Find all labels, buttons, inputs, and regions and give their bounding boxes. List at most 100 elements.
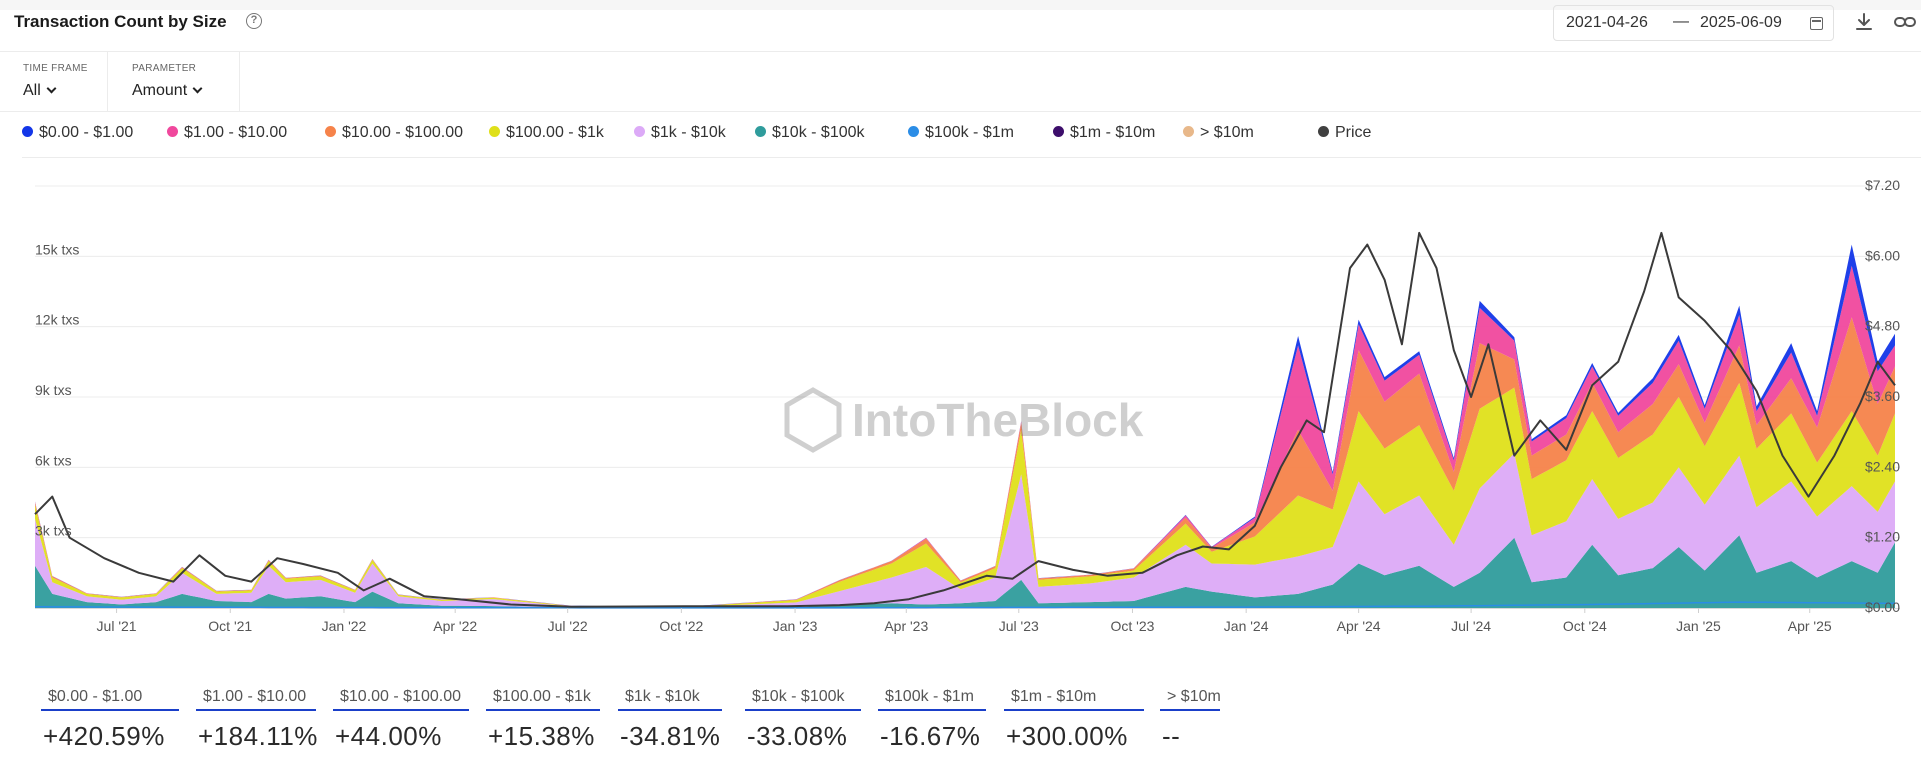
change-stats: $0.00 - $1.00 +420.59% $1.00 - $10.00 +184.… (0, 680, 1921, 764)
x-tick-label: Jul '22 (548, 618, 588, 634)
legend-label: $1m - $10m (1070, 124, 1156, 141)
timeframe-value[interactable]: All (23, 82, 41, 99)
parameter-label: PARAMETER (132, 63, 197, 74)
stat-item: $100.00 - $1k +15.38% (486, 680, 600, 752)
x-tick-label: Oct '23 (1111, 618, 1155, 634)
legend-label: $100k - $1m (925, 124, 1014, 141)
stat-item: $10.00 - $100.00 +44.00% (333, 680, 469, 752)
legend-item[interactable]: Price (1318, 124, 1371, 142)
chevron-down-icon[interactable] (192, 83, 203, 94)
chart-header: Transaction Count by Size ? 2021-04-26 —… (0, 0, 1921, 52)
stat-item: $10k - $100k -33.08% (745, 680, 861, 752)
timeframe-dropdown[interactable]: All (23, 82, 57, 100)
stat-value: +420.59% (43, 721, 165, 751)
date-range-picker[interactable]: 2021-04-26 — 2025-06-09 (1553, 5, 1834, 41)
area-series (35, 453, 1895, 608)
legend-item[interactable]: $100k - $1m (908, 124, 1014, 142)
legend-item[interactable]: > $10m (1183, 124, 1254, 142)
area-series (35, 535, 1895, 608)
legend-item[interactable]: $1k - $10k (634, 124, 726, 142)
parameter-selector[interactable]: PARAMETER Amount (108, 52, 240, 112)
stat-value: -- (1162, 721, 1181, 751)
stat-underline (745, 709, 861, 711)
top-strip (0, 0, 1921, 10)
chart-legend: $0.00 - $1.00 $1.00 - $10.00 $10.00 - $100… (22, 112, 1921, 158)
date-end[interactable]: 2025-06-09 (1700, 14, 1782, 31)
link-icon[interactable] (1893, 11, 1917, 33)
stat-item: $0.00 - $1.00 +420.59% (41, 680, 179, 752)
legend-item[interactable]: $1.00 - $10.00 (167, 124, 287, 142)
y-right-tick-label: $4.80 (1865, 318, 1900, 334)
x-tick-label: Jul '24 (1451, 618, 1491, 634)
y-right-tick-label: $0.00 (1865, 599, 1900, 615)
y-left-tick-label: 15k txs (35, 241, 79, 257)
stat-item: $1k - $10k -34.81% (618, 680, 722, 752)
line-series (35, 601, 1896, 609)
stat-name: $100.00 - $1k (493, 688, 591, 705)
legend-dot (1053, 126, 1064, 137)
legend-item[interactable]: $1m - $10m (1053, 124, 1155, 142)
stat-value: -33.08% (747, 721, 848, 751)
stat-item: $100k - $1m -16.67% (878, 680, 986, 752)
stat-item: $1m - $10m +300.00% (1004, 680, 1144, 752)
controls-bar: TIME FRAME All PARAMETER Amount (0, 52, 1921, 112)
x-tick-label: Jan '22 (322, 618, 367, 634)
calendar-icon[interactable] (1810, 17, 1823, 30)
x-tick-label: Jan '24 (1224, 618, 1269, 634)
legend-dot (755, 126, 766, 137)
legend-item[interactable]: $0.00 - $1.00 (22, 124, 133, 142)
legend-dot (634, 126, 645, 137)
help-icon[interactable]: ? (246, 13, 262, 29)
stat-value: -34.81% (620, 721, 721, 751)
x-tick-label: Apr '24 (1337, 618, 1381, 634)
x-tick-label: Jul '21 (97, 618, 137, 634)
legend-item[interactable]: $10.00 - $100.00 (325, 124, 463, 142)
stat-name: > $10m (1167, 688, 1221, 705)
legend-dot (1183, 126, 1194, 137)
x-tick-label: Jan '23 (773, 618, 818, 634)
x-tick-label: Apr '23 (884, 618, 928, 634)
x-tick-label: Oct '22 (659, 618, 703, 634)
legend-dot (489, 126, 500, 137)
stat-underline (618, 709, 722, 711)
legend-label: $0.00 - $1.00 (39, 124, 134, 141)
chart-svg: 3k txs 6k txs 9k txs 12k txs 15k txs $0.00 $1.… (34, 177, 1900, 634)
timeframe-label: TIME FRAME (23, 63, 88, 74)
legend-item[interactable]: $10k - $100k (755, 124, 865, 142)
price-line (34, 231, 1896, 608)
legend-item[interactable]: $100.00 - $1k (489, 124, 604, 142)
legend-label: Price (1335, 124, 1372, 141)
stat-underline (878, 709, 986, 711)
date-start[interactable]: 2021-04-26 (1566, 14, 1648, 31)
legend-dot (908, 126, 919, 137)
x-tick-label: Apr '22 (433, 618, 477, 634)
chart-area: 3k txs 6k txs 9k txs 12k txs 15k txs $0.00 $1.… (0, 158, 1921, 648)
y-right-tick-label: $3.60 (1865, 388, 1900, 404)
parameter-value[interactable]: Amount (132, 82, 188, 99)
stat-underline (1160, 709, 1220, 711)
legend-dot (22, 126, 33, 137)
download-icon[interactable] (1854, 11, 1874, 33)
chevron-down-icon[interactable] (46, 83, 57, 94)
stat-name: $10k - $100k (752, 688, 845, 705)
x-tick-label: Oct '21 (208, 618, 252, 634)
y-left-tick-label: 3k txs (35, 523, 72, 539)
watermark-logo-icon (784, 387, 842, 453)
stat-name: $1m - $10m (1011, 688, 1097, 705)
stat-value: +15.38% (488, 721, 595, 751)
stat-underline (196, 709, 316, 711)
y-right-tick-label: $7.20 (1865, 177, 1900, 193)
legend-label: $100.00 - $1k (506, 124, 604, 141)
x-tick-label: Oct '24 (1563, 618, 1607, 634)
stat-name: $1k - $10k (625, 688, 700, 705)
timeframe-selector[interactable]: TIME FRAME All (0, 52, 108, 112)
parameter-dropdown[interactable]: Amount (132, 82, 203, 100)
legend-label: $1.00 - $10.00 (184, 124, 288, 141)
stat-item: $1.00 - $10.00 +184.11% (196, 680, 317, 752)
x-tick-label: Apr '25 (1788, 618, 1832, 634)
legend-dot (167, 126, 178, 137)
legend-dot (325, 126, 336, 137)
page-title: Transaction Count by Size (14, 12, 227, 31)
y-right-tick-label: $2.40 (1865, 458, 1900, 474)
legend-label: $10k - $100k (772, 124, 865, 141)
